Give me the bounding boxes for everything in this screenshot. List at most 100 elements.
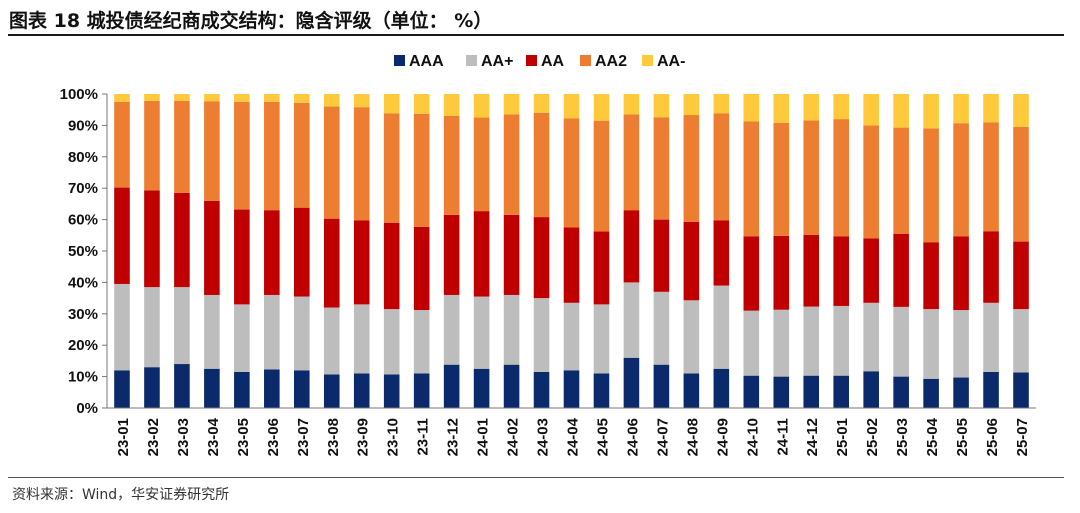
bar-aaplus-25-05 <box>953 310 969 378</box>
bar-aaplus-23-04 <box>204 294 220 369</box>
bar-aa2-23-07 <box>293 102 310 208</box>
source-note: 资料来源：Wind，华安证券研究所 <box>12 487 230 503</box>
bar-aaplus-23-05 <box>234 304 250 372</box>
legend: AAA AA+ AA AA2 AA- <box>394 53 685 70</box>
x-tick-label: 25-01 <box>834 418 851 456</box>
x-tick-label: 23-05 <box>235 418 252 456</box>
legend-swatch-0 <box>394 55 405 66</box>
x-tick-label: 24-12 <box>804 418 821 456</box>
y-tick-label: 40% <box>68 274 98 291</box>
bar-aa-25-07 <box>1013 241 1029 310</box>
legend-swatch-4 <box>642 55 653 66</box>
bar-aaminus-24-12 <box>803 94 820 121</box>
bar-aaplus-24-04 <box>563 302 580 371</box>
bar-aaa-23-09 <box>353 373 370 408</box>
x-tick-label: 23-02 <box>145 418 162 456</box>
legend-label: AA2 <box>595 53 627 70</box>
bar-aaa-24-04 <box>563 370 580 408</box>
bar-aa-23-12 <box>443 214 460 295</box>
x-tick-label: 24-03 <box>535 418 552 456</box>
legend-swatch-1 <box>466 55 477 66</box>
bar-aa-24-09 <box>713 220 730 286</box>
bar-aaminus-24-08 <box>683 94 700 116</box>
x-tick-label: 23-11 <box>415 418 432 456</box>
bar-aaminus-25-04 <box>923 94 939 129</box>
bar-aaa-25-01 <box>833 375 850 408</box>
bar-aaa-25-07 <box>1013 372 1029 408</box>
bar-aaplus-24-08 <box>683 300 700 374</box>
x-tick-label: 23-08 <box>325 418 342 456</box>
bar-aa-23-09 <box>353 220 370 305</box>
bar-aa2-23-10 <box>383 113 400 223</box>
bar-aa2-23-01 <box>114 101 130 188</box>
bar-aa2-25-03 <box>893 127 909 234</box>
x-tick-label: 25-04 <box>924 417 941 456</box>
bar-aa2-24-12 <box>803 120 820 235</box>
bar-aaa-24-01 <box>473 368 490 408</box>
bar-aaminus-23-06 <box>264 94 280 102</box>
bar-aaminus-24-05 <box>593 94 610 121</box>
x-tick-label: 23-03 <box>175 418 192 456</box>
bar-aaa-25-05 <box>953 377 969 408</box>
bar-aa-24-10 <box>743 236 760 311</box>
y-tick-label: 30% <box>68 306 98 323</box>
bar-aaminus-23-01 <box>114 94 130 102</box>
bar-aa-24-11 <box>773 235 790 310</box>
bar-aa2-23-12 <box>443 115 460 215</box>
x-tick-label: 24-08 <box>684 418 701 456</box>
bar-aaa-24-08 <box>683 373 700 408</box>
bar-aa-25-02 <box>863 238 879 303</box>
y-tick-label: 20% <box>68 337 98 354</box>
bar-aa2-23-11 <box>413 113 430 227</box>
x-tick-label: 25-06 <box>984 418 1001 456</box>
bar-aa2-25-05 <box>953 123 969 237</box>
bar-aa2-25-04 <box>923 128 939 243</box>
y-tick-label: 0% <box>76 400 98 417</box>
y-tick-label: 60% <box>68 212 98 229</box>
bar-aaa-25-02 <box>863 371 879 408</box>
bar-aa-23-11 <box>413 226 430 311</box>
bar-aa-23-06 <box>264 210 280 295</box>
y-tick-label: 50% <box>68 243 98 260</box>
bar-aa-24-02 <box>503 214 520 295</box>
bar-aaminus-23-05 <box>234 94 250 102</box>
bar-aa2-23-09 <box>353 107 370 221</box>
x-tick-label: 23-06 <box>265 418 282 456</box>
bar-aaminus-23-08 <box>323 94 340 107</box>
bar-aaa-24-05 <box>593 373 610 408</box>
bar-aa2-25-06 <box>983 122 999 232</box>
x-tick-label: 24-11 <box>774 418 791 456</box>
bar-aaplus-24-03 <box>533 298 550 372</box>
bar-aaminus-25-01 <box>833 94 850 120</box>
bar-aa2-24-03 <box>533 112 550 218</box>
bar-aaminus-23-02 <box>144 94 160 101</box>
bar-aa-24-04 <box>563 227 580 303</box>
bar-aaplus-23-08 <box>323 307 340 375</box>
bar-aa-23-08 <box>323 218 340 308</box>
bar-aaplus-24-09 <box>713 285 730 369</box>
bar-aa2-25-02 <box>863 125 879 239</box>
x-tick-label: 24-02 <box>505 418 522 456</box>
x-tick-label: 23-10 <box>385 418 402 456</box>
bar-aaa-23-03 <box>174 364 190 408</box>
bar-aa2-23-08 <box>323 106 340 219</box>
bar-aaa-23-10 <box>383 374 400 408</box>
bar-aa2-24-05 <box>593 120 610 232</box>
bar-aa2-24-09 <box>713 113 730 221</box>
bar-aa-25-01 <box>833 236 850 306</box>
chart-title: 图表 18 城投债经纪商成交结构：隐含评级（单位： %） <box>9 10 493 32</box>
bar-aaminus-23-09 <box>353 94 370 108</box>
x-tick-label: 23-04 <box>205 417 222 456</box>
bar-aaa-23-06 <box>264 369 280 408</box>
bar-aaminus-25-02 <box>863 94 879 126</box>
bar-aaplus-25-04 <box>923 309 939 379</box>
bar-aaa-23-11 <box>413 373 430 408</box>
x-tick-label: 24-07 <box>654 418 671 456</box>
bar-aaa-23-01 <box>114 370 130 408</box>
bar-aa-25-04 <box>923 242 939 310</box>
bar-aa-24-05 <box>593 231 610 305</box>
bar-aa2-24-11 <box>773 122 790 236</box>
bar-aa2-24-02 <box>503 114 520 215</box>
bar-aaa-23-05 <box>234 371 250 408</box>
bar-aa2-25-07 <box>1013 126 1029 242</box>
